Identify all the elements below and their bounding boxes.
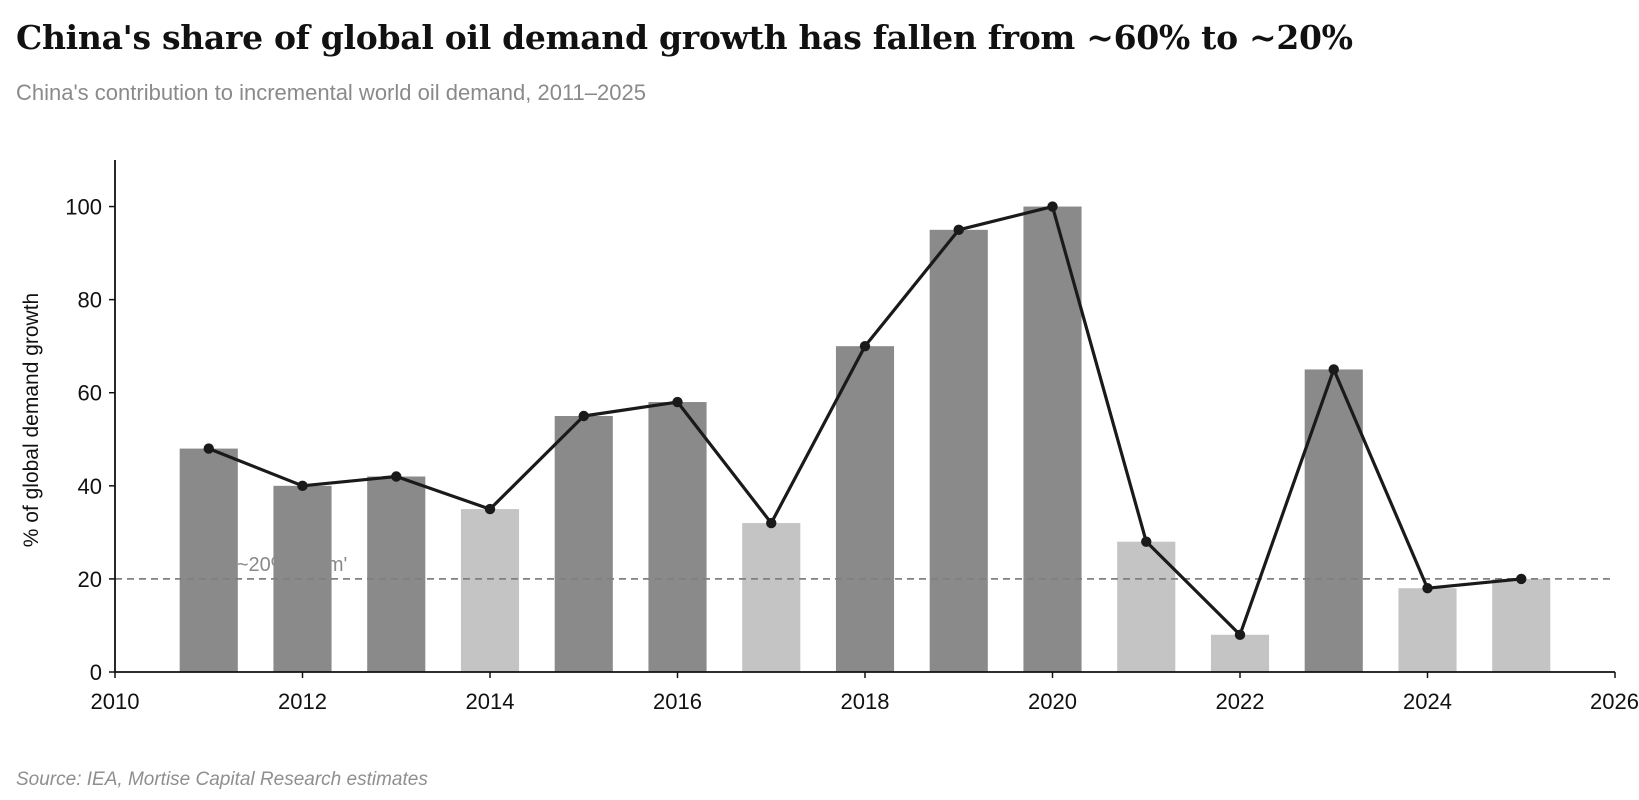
line-point-2022 — [1234, 629, 1246, 640]
bar-2024 — [1398, 588, 1457, 672]
bar-2016 — [648, 402, 707, 672]
x-tick-label-2024: 2024 — [1403, 689, 1452, 714]
y-axis-title: % of global demand growth — [20, 293, 43, 548]
bar-2019 — [929, 229, 988, 672]
reference-line-label: ~20% 'norm' — [237, 554, 347, 576]
line-point-2023 — [1328, 364, 1339, 375]
line-point-2014 — [484, 503, 496, 515]
line-point-2019 — [953, 224, 964, 236]
y-tick-label-20: 20 — [78, 567, 102, 592]
chart-subtitle: China's contribution to incremental worl… — [16, 80, 646, 105]
bar-2013 — [367, 476, 426, 672]
bar-2020 — [1023, 206, 1082, 672]
bar-2015 — [554, 416, 613, 672]
line-point-2016 — [672, 396, 683, 408]
bar-2021 — [1117, 541, 1176, 672]
line-point-2017 — [766, 517, 777, 529]
line-point-2013 — [391, 471, 402, 482]
x-tick-label-2016: 2016 — [653, 689, 702, 714]
x-tick-label-2020: 2020 — [1028, 689, 1077, 714]
bar-2011 — [179, 448, 238, 672]
y-tick-label-60: 60 — [78, 381, 102, 406]
bar-series — [179, 206, 1551, 672]
bar-2025 — [1492, 578, 1551, 672]
reference-line-group: ~20% 'norm' — [115, 554, 1615, 580]
x-tick-label-2014: 2014 — [466, 689, 515, 714]
y-tick-label-40: 40 — [78, 474, 102, 499]
line-point-2011 — [203, 443, 214, 454]
x-tick-label-2018: 2018 — [841, 689, 890, 714]
x-tick-label-2010: 2010 — [91, 689, 140, 714]
source-note: Source: IEA, Mortise Capital Research es… — [16, 769, 428, 790]
line-point-2015 — [578, 410, 589, 422]
line-point-2018 — [859, 340, 871, 352]
bar-2022 — [1210, 634, 1270, 672]
x-tick-label-2022: 2022 — [1216, 689, 1265, 714]
bar-2014 — [460, 509, 520, 672]
bar-2018 — [835, 346, 895, 672]
line-series — [203, 201, 1527, 640]
line-point-2024 — [1422, 583, 1433, 594]
x-tick-label-2026: 2026 — [1590, 689, 1639, 714]
line-point-2012 — [297, 480, 308, 492]
axes: 0 20 40 60 80 100 2010 2012 2014 2016 2018 2020 2022… — [65, 160, 1639, 714]
oil-demand-chart: ~20% 'norm' 0 20 40 60 80 100 2010 2012 2014 2016… — [20, 160, 1639, 714]
y-tick-label-80: 80 — [78, 288, 102, 313]
line-point-2021 — [1141, 536, 1152, 547]
y-tick-label-100: 100 — [65, 195, 102, 220]
line-point-2020 — [1047, 201, 1058, 212]
chart-title: China's share of global oil demand growt… — [16, 18, 1353, 57]
y-tick-label-0: 0 — [90, 660, 102, 685]
x-tick-label-2012: 2012 — [278, 689, 327, 714]
bar-2017 — [742, 523, 801, 672]
line-point-2025 — [1516, 573, 1527, 585]
